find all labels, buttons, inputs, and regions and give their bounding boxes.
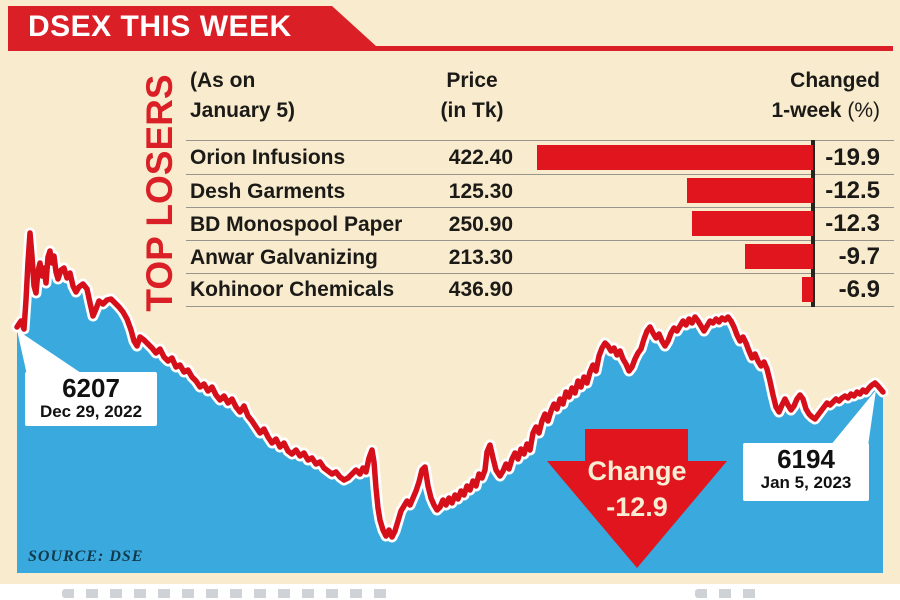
table-row-name: BD Monospool Paper: [190, 213, 403, 236]
change-value: -12.9: [606, 492, 668, 522]
loss-bar: [687, 178, 813, 203]
changed-line1: Changed: [790, 69, 880, 92]
table-row-change: -9.7: [838, 243, 880, 270]
price-line1: Price: [446, 69, 498, 92]
loss-bar: [692, 211, 813, 236]
table-header-changed: Changed 1-week (%): [640, 66, 880, 126]
row-divider: [186, 174, 894, 175]
cropped-caption-fragment: [62, 589, 394, 598]
end-date: Jan 5, 2023: [760, 473, 852, 492]
title-banner: [8, 6, 376, 46]
price-line2: (in Tk): [440, 99, 504, 122]
table-row-change: -12.5: [825, 177, 880, 204]
row-divider: [186, 140, 894, 141]
row-divider: [186, 207, 894, 208]
asof-line2: January 5): [190, 99, 296, 122]
start-date: Dec 29, 2022: [39, 402, 143, 421]
start-value: 6207: [62, 373, 120, 403]
table-row-name: Desh Garments: [190, 180, 346, 203]
table-row-change: -12.3: [825, 210, 880, 237]
asof-line1: (As on: [190, 69, 256, 92]
changed-line2: 1-week (%): [771, 99, 880, 122]
change-label: Change: [587, 456, 687, 486]
table-row-price: 213.30: [448, 246, 513, 269]
callout-end: 6194 Jan 5, 2023: [743, 443, 869, 501]
table-row-name: Kohinoor Chemicals: [190, 278, 395, 301]
page-title: DSEX THIS WEEK: [28, 10, 292, 43]
loss-bar: [537, 145, 813, 170]
table-row-price: 250.90: [448, 213, 513, 236]
end-value: 6194: [777, 444, 835, 474]
banner-underline: [8, 46, 893, 51]
section-label-top-losers: TOP LOSERS: [139, 74, 180, 312]
chart-line: [14, 230, 886, 540]
row-divider: [186, 306, 894, 307]
infographic-canvas: DSEX THIS WEEK TOP LOSERS (As on January…: [0, 0, 900, 584]
source-credit: SOURCE: DSE: [28, 548, 144, 565]
row-divider: [186, 240, 894, 241]
callout-start: 6207 Dec 29, 2022: [25, 372, 157, 426]
table-row-name: Orion Infusions: [190, 146, 346, 169]
table-header-price: Price (in Tk): [412, 66, 532, 126]
cropped-caption-fragment: [695, 589, 767, 598]
table-row-price: 125.30: [448, 180, 513, 203]
table-row-price: 436.90: [448, 278, 513, 301]
loss-bar: [745, 244, 813, 269]
bar-axis-line: [811, 140, 815, 307]
callout-start-pointer: [17, 330, 84, 375]
table-header-asof: (As on January 5): [190, 66, 410, 126]
row-divider: [186, 273, 894, 274]
table-row-change: -19.9: [825, 144, 880, 171]
dsex-area-chart: [14, 230, 886, 573]
loss-bar: [802, 277, 813, 302]
callout-end-pointer: [830, 390, 876, 446]
table-row-name: Anwar Galvanizing: [190, 246, 378, 269]
table-row-change: -6.9: [838, 276, 880, 303]
change-down-arrow-icon: [547, 429, 727, 568]
table-row-price: 422.40: [448, 146, 513, 169]
